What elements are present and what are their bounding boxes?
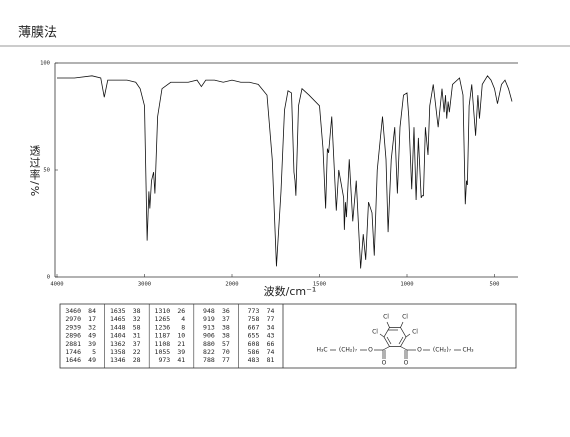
peak-wavenumber: 586 xyxy=(248,348,260,356)
peak-transmittance: 28 xyxy=(133,356,141,364)
peak-transmittance: 17 xyxy=(88,315,96,323)
peak-wavenumber: 2896 xyxy=(65,332,81,340)
atom-label: O xyxy=(368,347,373,354)
peak-wavenumber: 1448 xyxy=(110,323,126,331)
peak-transmittance: 39 xyxy=(177,348,185,356)
peak-wavenumber: 973 xyxy=(158,356,170,364)
x-tick-label: 4000 xyxy=(50,282,63,288)
atom-label: Cl xyxy=(412,329,418,336)
peak-wavenumber: 3460 xyxy=(65,307,81,315)
peak-transmittance: 57 xyxy=(222,340,230,348)
peak-transmittance: 26 xyxy=(177,307,185,315)
peak-transmittance: 74 xyxy=(267,348,275,356)
x-tick-label: 1500 xyxy=(313,282,326,288)
peak-wavenumber: 1635 xyxy=(110,307,126,315)
peak-transmittance: 21 xyxy=(177,340,185,348)
peak-transmittance: 32 xyxy=(133,315,141,323)
peak-transmittance: 8 xyxy=(181,323,185,331)
peak-wavenumber: 1187 xyxy=(155,332,171,340)
atom-label: Cl xyxy=(383,314,389,321)
peak-transmittance: 37 xyxy=(222,315,230,323)
peak-transmittance: 43 xyxy=(267,332,275,340)
atom-label: H₃C xyxy=(316,347,327,354)
x-tick-label: 500 xyxy=(490,282,500,288)
x-axis-label: 波数/cm⁻¹ xyxy=(264,285,317,298)
peak-wavenumber: 667 xyxy=(248,323,260,331)
y-tick-label: 50 xyxy=(43,168,50,174)
peak-wavenumber: 1362 xyxy=(110,340,126,348)
x-tick-label: 1000 xyxy=(400,282,413,288)
peak-wavenumber: 948 xyxy=(203,307,215,315)
peak-wavenumber: 913 xyxy=(203,323,215,331)
peak-table-frame xyxy=(59,303,517,369)
peak-transmittance: 49 xyxy=(88,332,96,340)
peak-transmittance: 4 xyxy=(181,315,185,323)
peak-transmittance: 66 xyxy=(267,340,275,348)
peak-wavenumber: 2970 xyxy=(65,315,81,323)
peak-transmittance: 77 xyxy=(222,356,230,364)
peak-wavenumber: 788 xyxy=(203,356,215,364)
y-tick-label: 100 xyxy=(40,61,50,67)
atom-label: CH₃ xyxy=(462,347,474,354)
peak-transmittance: 38 xyxy=(222,323,230,331)
peak-transmittance: 34 xyxy=(267,323,275,331)
peak-wavenumber: 1310 xyxy=(155,307,171,315)
peak-wavenumber: 1108 xyxy=(155,340,171,348)
spectrum-line xyxy=(57,75,513,269)
atom-label: Cl xyxy=(402,314,408,321)
peak-wavenumber: 880 xyxy=(203,340,215,348)
atom-label: (CH₂)₇ xyxy=(433,347,452,354)
peak-transmittance: 38 xyxy=(222,332,230,340)
peak-wavenumber: 1465 xyxy=(110,315,126,323)
peak-wavenumber: 2881 xyxy=(65,340,81,348)
peak-wavenumber: 1055 xyxy=(155,348,171,356)
peak-wavenumber: 608 xyxy=(248,340,260,348)
peak-wavenumber: 906 xyxy=(203,332,215,340)
structure-bonds xyxy=(330,321,461,359)
x-tick-label: 3000 xyxy=(138,282,151,288)
peak-transmittance: 5 xyxy=(92,348,96,356)
peak-transmittance: 70 xyxy=(222,348,230,356)
atom-label: Cl xyxy=(372,329,378,336)
peak-wavenumber: 483 xyxy=(248,356,260,364)
peak-transmittance: 37 xyxy=(133,340,141,348)
peak-wavenumber: 1358 xyxy=(110,348,126,356)
atom-label: O xyxy=(404,360,409,367)
x-tick-label: 2000 xyxy=(225,282,238,288)
peak-transmittance: 36 xyxy=(222,307,230,315)
y-tick-label: 0 xyxy=(47,275,50,281)
peak-wavenumber: 1236 xyxy=(155,323,171,331)
peak-transmittance: 10 xyxy=(177,332,185,340)
page-title: 薄膜法 xyxy=(18,26,57,41)
peak-transmittance: 84 xyxy=(88,307,96,315)
peak-wavenumber: 2939 xyxy=(65,323,81,331)
peak-wavenumber: 822 xyxy=(203,348,215,356)
atom-label: O xyxy=(417,347,422,354)
atom-label: O xyxy=(382,360,387,367)
peak-transmittance: 41 xyxy=(177,356,185,364)
peak-transmittance: 74 xyxy=(267,307,275,315)
peak-wavenumber: 919 xyxy=(203,315,215,323)
peak-transmittance: 58 xyxy=(133,323,141,331)
peak-transmittance: 31 xyxy=(133,332,141,340)
peak-wavenumber: 773 xyxy=(248,307,260,315)
peak-transmittance: 39 xyxy=(88,340,96,348)
peak-transmittance: 22 xyxy=(133,348,141,356)
peak-transmittance: 77 xyxy=(267,315,275,323)
peak-transmittance: 49 xyxy=(88,356,96,364)
peak-transmittance: 38 xyxy=(133,307,141,315)
peak-transmittance: 81 xyxy=(267,356,275,364)
peak-wavenumber: 1646 xyxy=(65,356,81,364)
atom-label: (CH₂)₇ xyxy=(339,347,358,354)
peak-wavenumber: 1746 xyxy=(65,348,81,356)
peak-transmittance: 32 xyxy=(88,323,96,331)
y-axis-label: 透过率/% xyxy=(28,145,41,198)
peak-wavenumber: 655 xyxy=(248,332,260,340)
peak-wavenumber: 758 xyxy=(248,315,260,323)
peak-wavenumber: 1346 xyxy=(110,356,126,364)
peak-wavenumber: 1265 xyxy=(155,315,171,323)
peak-wavenumber: 1404 xyxy=(110,332,126,340)
